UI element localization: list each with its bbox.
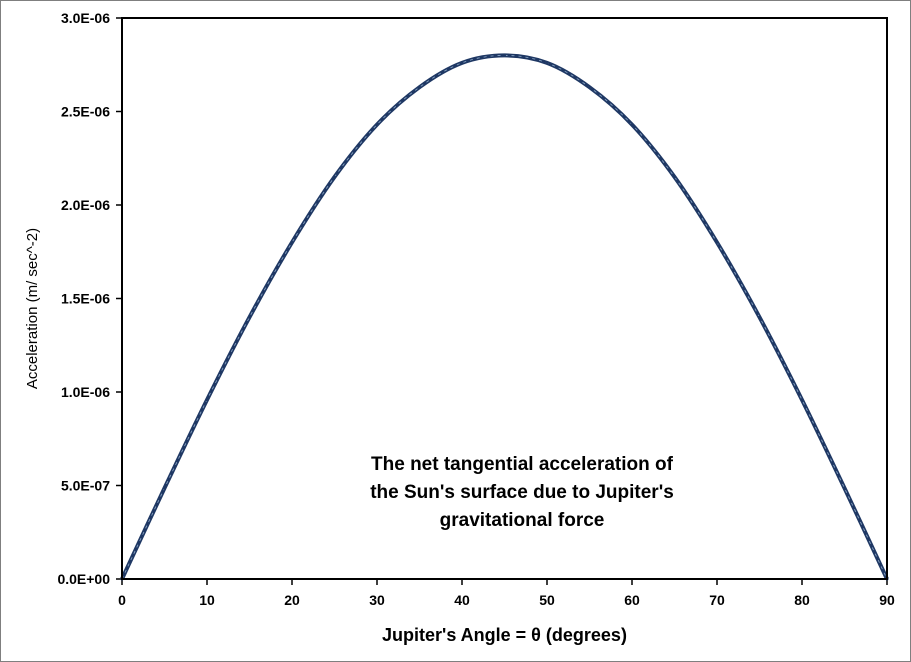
x-tick-label: 10: [199, 592, 215, 608]
x-tick-label: 90: [879, 592, 895, 608]
data-point: [375, 123, 379, 127]
y-tick-label: 3.0E-06: [61, 10, 110, 26]
y-tick-label: 2.5E-06: [61, 104, 110, 120]
y-axis-title: Acceleration (m/ sec^-2): [24, 228, 41, 389]
data-point: [545, 61, 549, 65]
series-layer: [120, 53, 889, 581]
data-point: [630, 123, 634, 127]
plot-area: [121, 17, 888, 580]
y-tick-label: 2.0E-06: [61, 197, 110, 213]
y-tick-label: 1.5E-06: [61, 291, 110, 307]
data-point: [588, 85, 591, 89]
x-tick-label: 60: [624, 592, 640, 608]
data-point: [800, 398, 804, 402]
data-point: [503, 53, 506, 57]
data-point: [163, 486, 166, 490]
y-tick-label: 0.0E+00: [57, 571, 110, 587]
data-point: [290, 240, 294, 244]
data-point: [758, 315, 761, 319]
x-tick-label: 50: [539, 592, 555, 608]
x-tick-label: 70: [709, 592, 725, 608]
data-point: [460, 61, 464, 65]
data-point: [248, 315, 251, 319]
x-tick-label: 80: [794, 592, 810, 608]
y-tick-label: 1.0E-06: [61, 384, 110, 400]
annotation: The net tangential acceleration of the S…: [370, 454, 674, 531]
y-axis-ticks: 0.0E+00 5.0E-07 1.0E-06 1.5E-06 2.0E-06 2.5E-…: [57, 10, 122, 587]
y-tick-label: 5.0E-07: [61, 478, 110, 494]
x-axis-title: Jupiter's Angle = θ (degrees): [382, 625, 627, 645]
data-point: [333, 175, 336, 179]
x-tick-label: 20: [284, 592, 300, 608]
data-point: [673, 175, 676, 179]
annotation-line: gravitational force: [440, 510, 605, 531]
data-point: [418, 85, 421, 89]
x-tick-label: 40: [454, 592, 470, 608]
x-tick-label: 0: [118, 592, 126, 608]
data-point: [843, 486, 846, 490]
x-axis-ticks: 0 10 20 30 40 50 60 70 80 90: [118, 579, 895, 608]
annotation-line: The net tangential acceleration of: [371, 454, 674, 475]
data-point: [715, 240, 719, 244]
data-point: [205, 398, 209, 402]
x-tick-label: 30: [369, 592, 385, 608]
annotation-line: the Sun's surface due to Jupiter's: [370, 482, 674, 503]
